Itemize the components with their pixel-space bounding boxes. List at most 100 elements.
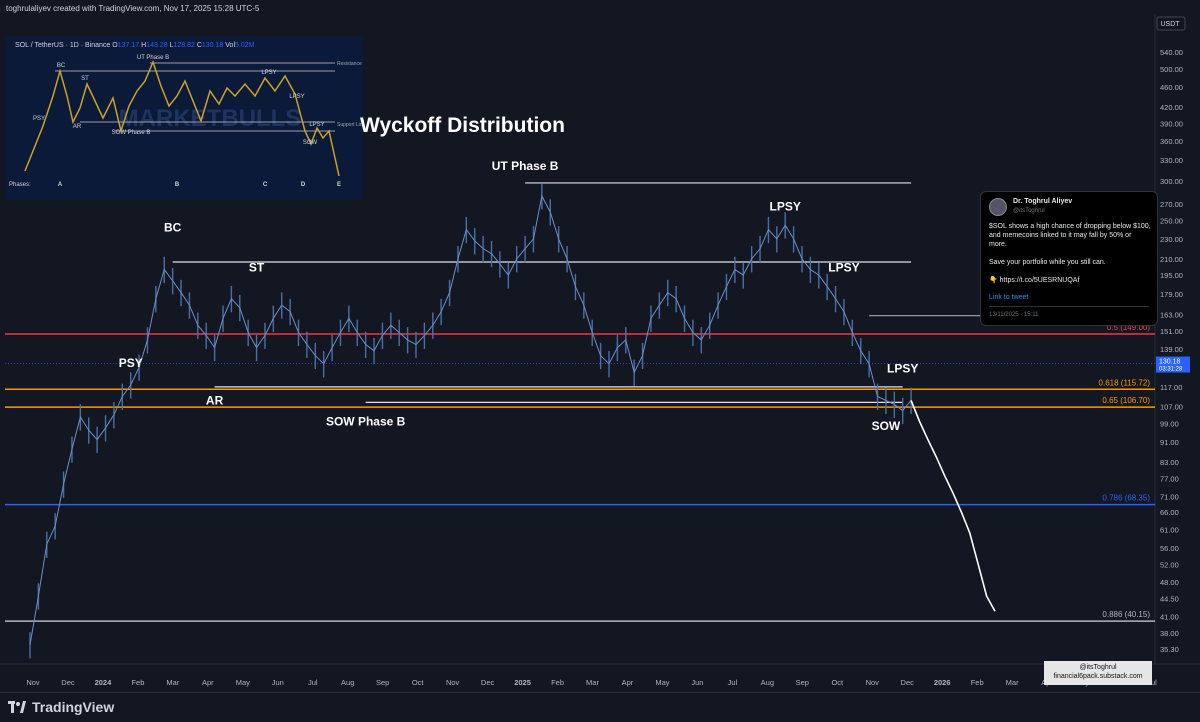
legend-l-label: L — [169, 42, 174, 49]
x-tick-label: Oct — [412, 678, 425, 687]
annotation-label: UT Phase B — [492, 159, 559, 173]
tweet-body-text: $SOL shows a high chance of dropping bel… — [989, 223, 1151, 248]
inset-phase: D — [301, 182, 306, 188]
inset-label: SOW — [303, 140, 318, 146]
y-tick-label: 44.50 — [1160, 595, 1179, 604]
inset-watermark: MARKETBULLS — [119, 105, 302, 132]
tweet-body: $SOL shows a high chance of dropping bel… — [989, 222, 1151, 267]
inset-label: UT Phase B — [137, 55, 169, 61]
tweet-body-text-2: Save your portfolio while you still can. — [989, 259, 1106, 266]
x-tick-label: 2026 — [934, 678, 951, 687]
y-tick-label: 35.30 — [1160, 645, 1179, 654]
y-tick-label: 41.00 — [1160, 612, 1179, 621]
y-tick-label: 38.00 — [1160, 629, 1179, 638]
y-tick-label: 151.00 — [1160, 327, 1183, 336]
x-tick-label: Aug — [341, 678, 354, 687]
x-tick-label: Dec — [61, 678, 75, 687]
legend-low: 128.82 — [173, 42, 195, 49]
tweet-date: 13/11/2025 · 15:11 — [989, 312, 1039, 318]
legend-high: 143.28 — [146, 42, 168, 49]
annotation-label: SOW — [872, 419, 901, 433]
tradingview-icon — [8, 701, 26, 713]
chart-meta: toghrulaliyev created with TradingView.c… — [6, 4, 260, 13]
x-tick-label: Mar — [1006, 678, 1019, 687]
y-tick-label: 250.00 — [1160, 217, 1183, 226]
legend-row: SOL / TetherUS · 1D · Binance O137.17 H1… — [15, 42, 254, 49]
x-tick-label: Jun — [272, 678, 284, 687]
annotation-label: LPSY — [828, 261, 859, 275]
y-tick-label: 91.00 — [1160, 438, 1179, 447]
tweet-handle: @itsToghrul — [1013, 208, 1045, 214]
currency-label: USDT — [1160, 21, 1180, 28]
annotation-label: LPSY — [770, 199, 801, 213]
fib-level-label: 0.886 (40.15) — [1102, 610, 1150, 619]
y-tick-label: 330.00 — [1160, 156, 1183, 165]
x-tick-label: Nov — [866, 678, 880, 687]
y-tick-label: 139.00 — [1160, 345, 1183, 354]
x-tick-label: Mar — [166, 678, 179, 687]
x-tick-label: Dec — [481, 678, 495, 687]
x-tick-label: May — [655, 678, 669, 687]
price-line — [29, 194, 912, 646]
inset-phase: B — [175, 182, 180, 188]
y-tick-label: 77.00 — [1160, 474, 1179, 483]
fib-level-label: 0.65 (106.70) — [1102, 396, 1150, 405]
y-tick-label: 390.00 — [1160, 119, 1183, 128]
x-tick-label: Nov — [446, 678, 460, 687]
wyckoff-inset-diagram: MARKETBULLS PSY BC ST AR UT Phase B LPSY LPSY LP… — [5, 36, 363, 200]
y-tick-label: 360.00 — [1160, 137, 1183, 146]
current-price-label: 130.18 — [1159, 359, 1181, 366]
annotation-label: PSY — [119, 356, 143, 370]
inset-label: PSY — [33, 116, 45, 122]
x-tick-label: Mar — [586, 678, 599, 687]
inset-support-label: Support Lines — [337, 122, 363, 128]
y-tick-label: 52.00 — [1160, 560, 1179, 569]
legend-open: 137.17 — [117, 42, 140, 49]
chart-title: Wyckoff Distribution — [360, 114, 565, 137]
annotation-label: AR — [206, 393, 224, 407]
y-tick-label: 460.00 — [1160, 83, 1183, 92]
y-tick-label: 500.00 — [1160, 65, 1183, 74]
inset-phases-label: Phases: — [9, 182, 31, 188]
x-tick-label: Jun — [691, 678, 703, 687]
y-tick-label: 195.00 — [1160, 271, 1183, 280]
y-tick-label: 99.00 — [1160, 419, 1179, 428]
legend-vol-label: Vol — [225, 42, 235, 49]
projection-line — [910, 400, 996, 612]
x-tick-label: Dec — [901, 678, 915, 687]
tweet-url[interactable]: 👇 https://t.co/5UESRNUQAf — [989, 277, 1080, 284]
y-tick-label: 420.00 — [1160, 103, 1183, 112]
annotation-label: ST — [249, 261, 265, 275]
x-tick-label: Nov — [26, 678, 40, 687]
legend-close: 130.18 — [201, 42, 224, 49]
tweet-link[interactable]: Link to tweet — [989, 294, 1029, 301]
inset-label: BC — [57, 63, 66, 69]
y-tick-label: 61.00 — [1160, 525, 1179, 534]
inset-label: LPSY — [261, 70, 276, 76]
y-tick-label: 107.00 — [1160, 402, 1183, 411]
x-tick-label: May — [236, 678, 250, 687]
y-tick-label: 210.00 — [1160, 255, 1183, 264]
x-tick-label: Apr — [622, 678, 634, 687]
tweet-author: Dr. Toghrul Aliyev — [1013, 198, 1073, 205]
credit-handle: @itsToghrul — [1079, 664, 1117, 671]
fib-level-label: 0.5 (149.00) — [1107, 323, 1150, 332]
x-tick-label: Jul — [1147, 678, 1157, 687]
x-tick-label: Jul — [728, 678, 738, 687]
y-tick-label: 56.00 — [1160, 544, 1179, 553]
x-tick-label: Oct — [831, 678, 844, 687]
current-price-timer: 03:31:28 — [1159, 367, 1183, 373]
embedded-tweet[interactable]: Dr. Toghrul Aliyev @itsToghrul $SOL show… — [980, 191, 1158, 326]
x-tick-label: Sep — [376, 678, 389, 687]
inset-label: AR — [73, 124, 82, 130]
y-tick-label: 230.00 — [1160, 235, 1183, 244]
y-tick-label: 163.00 — [1160, 310, 1183, 319]
x-tick-label: Jul — [308, 678, 318, 687]
y-tick-label: 540.00 — [1160, 48, 1183, 57]
legend-o-label: O — [112, 42, 118, 49]
x-tick-label: Sep — [796, 678, 809, 687]
x-tick-label: 2025 — [514, 678, 531, 687]
tradingview-logo[interactable]: TradingView — [8, 699, 114, 715]
chart-area[interactable]: USDT 540.00 500.00 460.00 420.00 390.00 360.00… — [0, 14, 1200, 692]
inset-label: SOW Phase B — [112, 130, 151, 136]
